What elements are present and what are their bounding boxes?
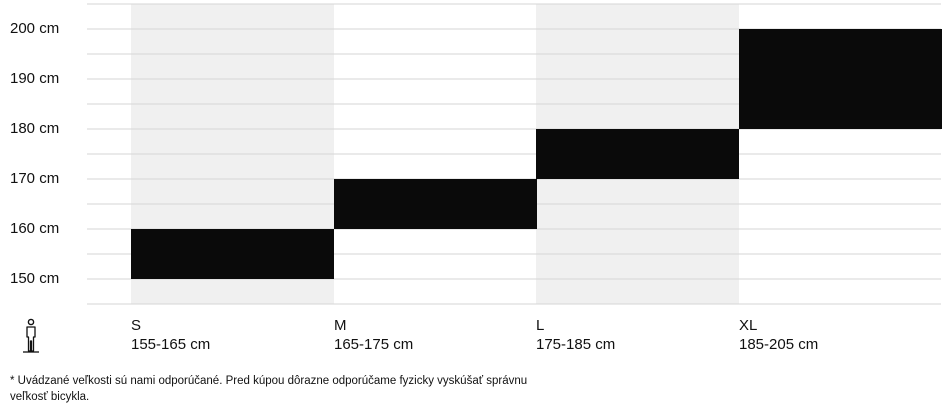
y-tick-label: 150 cm <box>10 270 60 287</box>
size-column-s: S 155-165 cm <box>131 316 210 354</box>
y-tick-label: 180 cm <box>10 120 60 137</box>
size-name: XL <box>739 317 758 334</box>
size-height-range: 165-175 cm <box>334 336 414 353</box>
size-height-range: 185-205 cm <box>739 336 819 353</box>
y-tick-label: 170 cm <box>10 170 60 187</box>
size-height-range: 155-165 cm <box>131 336 211 353</box>
size-height-range: 175-185 cm <box>536 336 616 353</box>
person-height-icon <box>23 318 39 353</box>
size-name: S <box>131 317 142 334</box>
size-chart <box>87 3 942 305</box>
y-tick-label: 190 cm <box>10 70 60 87</box>
size-name: M <box>334 317 347 334</box>
y-tick-label: 200 cm <box>10 20 60 37</box>
size-name: L <box>536 317 545 334</box>
size-column-l: L 175-185 cm <box>536 316 615 354</box>
size-column-m: M 165-175 cm <box>334 316 413 354</box>
bar-s <box>131 229 334 279</box>
size-column-xl: XL 185-205 cm <box>739 316 818 354</box>
bar-m <box>334 179 537 229</box>
bar-l <box>536 129 739 179</box>
y-tick-label: 160 cm <box>10 220 60 237</box>
footnote: * Uvádzané veľkosti sú nami odporúčané. … <box>10 375 528 403</box>
bar-xl <box>739 29 942 129</box>
